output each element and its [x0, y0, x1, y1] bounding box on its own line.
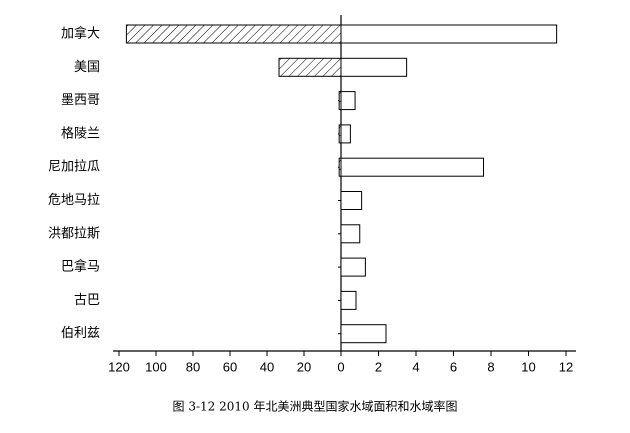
- x-tick-label: 100: [145, 359, 167, 374]
- bar: [340, 124, 351, 144]
- bar: [340, 224, 361, 244]
- bar: [340, 24, 558, 44]
- x2-tick-label: 12: [559, 359, 573, 374]
- bar: [340, 91, 356, 111]
- x2-tick-label: 2: [375, 359, 382, 374]
- bar: [125, 24, 342, 44]
- x2-tick-label: 10: [521, 359, 535, 374]
- y-tick-label: 危地马拉: [48, 193, 100, 208]
- bar: [278, 57, 342, 77]
- y-tick-label: 伯利兹: [61, 326, 100, 341]
- y-tick-label: 尼加拉瓜: [48, 160, 100, 175]
- caption: 图 3-12 2010 年北美洲典型国家水域面积和水域率图: [173, 399, 458, 414]
- x2-tick-label: 8: [487, 359, 494, 374]
- bar: [340, 57, 408, 77]
- bar: [340, 257, 366, 277]
- x-tick-label: 60: [223, 359, 237, 374]
- y-tick-label: 巴拿马: [61, 259, 100, 275]
- x-tick-label: 120: [108, 359, 130, 374]
- bar: [340, 157, 484, 177]
- x2-tick-label: 0: [337, 359, 344, 374]
- bar: [340, 290, 357, 310]
- y-tick-label: 美国: [74, 60, 100, 75]
- y-tick-label: 墨西哥: [61, 93, 100, 108]
- y-tick-label: 加拿大: [61, 26, 100, 42]
- x-tick-label: 40: [260, 359, 274, 374]
- y-tick-label: 古巴: [74, 293, 100, 308]
- y-tick-label: 洪都拉斯: [48, 226, 100, 241]
- x2-tick-label: 4: [412, 359, 419, 374]
- y-tick-label: 格陵兰: [61, 125, 100, 141]
- bar: [340, 191, 363, 210]
- x-tick-label: 20: [297, 359, 311, 374]
- x2-tick-label: 6: [450, 359, 457, 374]
- x-tick-label: 80: [186, 359, 200, 374]
- bar: [340, 324, 387, 344]
